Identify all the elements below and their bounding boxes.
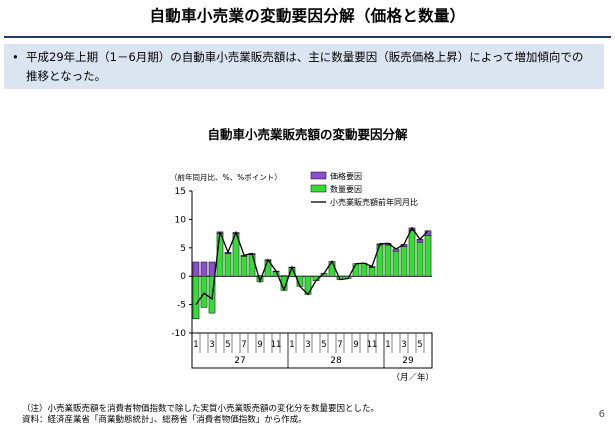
- slide-title: 自動車小売業の変動要因分解（価格と数量）: [149, 7, 466, 25]
- x-tick-label: 9: [353, 340, 358, 350]
- bar-quantity: [424, 235, 432, 277]
- y-tick-label: 0: [180, 272, 186, 282]
- x-tick-label: 7: [241, 340, 246, 350]
- series-line-total: [195, 226, 429, 305]
- x-tick-label: 9: [257, 340, 262, 350]
- x-tick-label: 3: [209, 340, 214, 350]
- y-tick-label: 15: [175, 187, 186, 197]
- x-tick-label: 1: [193, 340, 198, 350]
- page-number: 6: [598, 409, 605, 420]
- summary-bullet: •: [12, 50, 19, 64]
- bar-quantity: [408, 230, 416, 277]
- summary-text: 平成29年上期（1－6月期）の自動車小売業販売額は、主に数量要因（販売価格上昇）…: [26, 50, 584, 83]
- y-tick-label: 10: [175, 215, 187, 225]
- x-tick-label: 1: [385, 340, 390, 350]
- bar-quantity: [360, 262, 368, 277]
- bar-quantity: [224, 253, 232, 277]
- footnote-source: 資料：経済産業省「商業動態統計」、総務省「消費者物価指数」から作成。: [22, 415, 307, 425]
- x-year-label: 27: [234, 356, 245, 366]
- bar-price: [208, 261, 216, 277]
- bar-quantity: [368, 267, 376, 277]
- x-year-label: 29: [402, 356, 414, 366]
- bar-quantity: [248, 254, 256, 277]
- bar-price: [424, 230, 432, 236]
- bar-quantity: [392, 250, 400, 277]
- bar-quantity: [200, 275, 208, 308]
- legend-swatch-quantity: [310, 184, 327, 193]
- x-tick-label: 11: [367, 340, 378, 350]
- x-tick-label: 7: [337, 340, 342, 350]
- chart-title: 自動車小売業販売額の変動要因分解: [207, 127, 408, 142]
- legend-label-price: 価格要因: [330, 171, 362, 181]
- legend-label-quantity: 数量要因: [330, 184, 362, 194]
- x-axis-label: （月／年）: [391, 372, 434, 383]
- x-tick-label: 3: [305, 340, 310, 350]
- legend-label-total: 小売業販売額前年同月比: [330, 197, 418, 207]
- y-tick-label: -5: [177, 301, 186, 311]
- x-year-label: 28: [330, 356, 342, 366]
- footnote-note: （注）小売業販売額を消費者物価指数で除した実質小売業販売額の変化分を数量要因とし…: [22, 404, 380, 414]
- bar-price: [200, 261, 208, 277]
- bar-quantity: [384, 244, 392, 277]
- title-rule: [4, 36, 611, 38]
- x-tick-label: 1: [289, 340, 294, 350]
- y-tick-label: 5: [180, 244, 186, 254]
- summary-box: • 平成29年上期（1－6月期）の自動車小売業販売額は、主に数量要因（販売価格上…: [4, 44, 604, 89]
- x-tick-label: 5: [225, 340, 230, 350]
- x-tick-label: 5: [321, 340, 326, 350]
- x-tick-label: 5: [417, 340, 422, 350]
- bar-quantity: [416, 241, 424, 277]
- x-tick-label: 11: [271, 340, 282, 350]
- bar-quantity: [400, 246, 408, 277]
- x-tick-label: 3: [401, 340, 406, 350]
- legend-swatch-price: [310, 171, 327, 180]
- chart-unit-label: （前年同月比、%、%ポイント）: [170, 173, 282, 182]
- bar-quantity: [192, 275, 200, 320]
- bar-price: [280, 275, 288, 277]
- bar-quantity: [352, 263, 360, 277]
- y-tick-label: -10: [171, 329, 186, 339]
- bar-quantity: [240, 256, 248, 277]
- bar-price: [256, 275, 264, 277]
- bar-price: [192, 261, 200, 277]
